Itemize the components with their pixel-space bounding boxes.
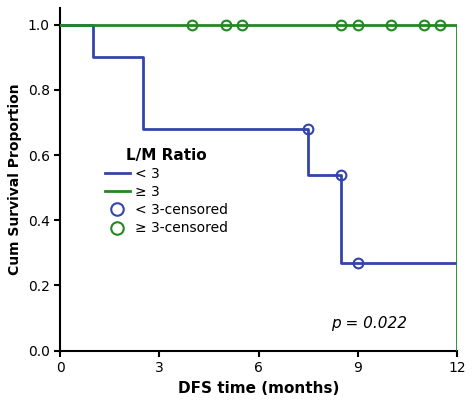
Text: p = 0.022: p = 0.022 — [331, 316, 407, 331]
Legend: < 3, ≥ 3, < 3-censored, ≥ 3-censored: < 3, ≥ 3, < 3-censored, ≥ 3-censored — [99, 142, 234, 241]
X-axis label: DFS time (months): DFS time (months) — [178, 381, 339, 396]
Y-axis label: Cum Survival Proportion: Cum Survival Proportion — [9, 84, 22, 276]
